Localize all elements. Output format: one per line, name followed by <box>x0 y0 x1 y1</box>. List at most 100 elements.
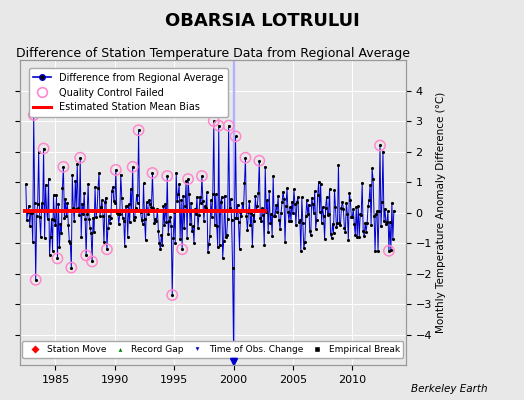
Point <box>62 212 71 219</box>
Point <box>319 204 327 210</box>
Point <box>56 220 64 227</box>
Point <box>381 206 389 212</box>
Point <box>339 206 347 212</box>
Point <box>193 194 201 200</box>
Point <box>172 170 180 176</box>
Point <box>143 199 151 205</box>
Point <box>271 212 279 219</box>
Point <box>225 204 234 211</box>
Point <box>190 240 198 246</box>
Point <box>95 170 103 176</box>
Point <box>216 199 225 205</box>
Point <box>258 205 267 211</box>
Point <box>296 216 304 223</box>
Point <box>376 142 384 149</box>
Point <box>346 196 355 203</box>
Point <box>121 243 129 250</box>
Point <box>359 227 367 234</box>
Point <box>117 195 126 201</box>
Point <box>116 210 124 217</box>
Point <box>98 197 106 204</box>
Point <box>39 145 48 152</box>
Point <box>305 228 314 234</box>
Point <box>382 220 390 227</box>
Point <box>102 194 110 201</box>
Point <box>333 220 342 226</box>
Point <box>370 213 378 219</box>
Point <box>360 233 368 240</box>
Point <box>384 208 392 214</box>
Point <box>209 190 217 197</box>
Point <box>312 216 321 223</box>
Point <box>298 194 306 201</box>
Point <box>285 218 293 224</box>
Point <box>233 202 242 208</box>
Point <box>254 190 263 196</box>
Point <box>139 180 148 186</box>
Point <box>374 248 382 254</box>
Point <box>164 230 172 237</box>
Point <box>208 214 216 220</box>
Point <box>202 204 210 211</box>
Point <box>149 205 158 211</box>
Point <box>321 205 330 212</box>
Point <box>21 181 30 188</box>
Point <box>141 237 150 243</box>
Point <box>178 246 187 252</box>
Point <box>239 206 248 213</box>
Point <box>366 182 374 188</box>
Point <box>49 192 58 198</box>
Point <box>323 212 332 218</box>
Point <box>329 220 337 227</box>
Point <box>97 204 105 210</box>
Point <box>264 229 272 236</box>
Point <box>96 213 104 220</box>
Point <box>183 234 191 241</box>
Point <box>85 216 93 222</box>
Point <box>180 225 188 232</box>
Point <box>76 154 84 161</box>
Point <box>324 211 333 217</box>
Point <box>378 199 386 205</box>
Point <box>40 235 49 242</box>
Point <box>252 208 260 214</box>
Point <box>246 222 255 228</box>
Point <box>236 209 245 215</box>
Point <box>308 194 316 201</box>
Point <box>290 186 298 192</box>
Point <box>362 228 370 235</box>
Point <box>187 200 195 206</box>
Point <box>292 222 300 228</box>
Point <box>227 217 236 223</box>
Point <box>250 218 258 224</box>
Point <box>219 255 227 262</box>
Point <box>369 176 377 182</box>
Point <box>350 221 358 227</box>
Point <box>385 248 393 254</box>
Point <box>278 199 286 205</box>
Point <box>26 223 34 229</box>
Point <box>106 219 114 226</box>
Point <box>178 246 187 252</box>
Point <box>39 145 48 152</box>
Point <box>107 214 115 221</box>
Point <box>150 220 159 226</box>
Point <box>377 223 385 229</box>
Point <box>90 229 99 236</box>
Point <box>82 252 90 258</box>
Point <box>280 196 288 202</box>
Point <box>59 164 68 170</box>
Point <box>181 202 189 209</box>
Point <box>115 221 123 227</box>
Point <box>133 192 141 198</box>
Point <box>157 232 166 238</box>
Point <box>351 232 359 238</box>
Point <box>155 240 163 247</box>
Point <box>163 173 171 179</box>
Point <box>289 210 297 216</box>
Point <box>151 216 160 222</box>
Point <box>286 204 294 211</box>
Point <box>299 219 307 226</box>
Point <box>373 208 381 215</box>
Point <box>231 215 239 221</box>
